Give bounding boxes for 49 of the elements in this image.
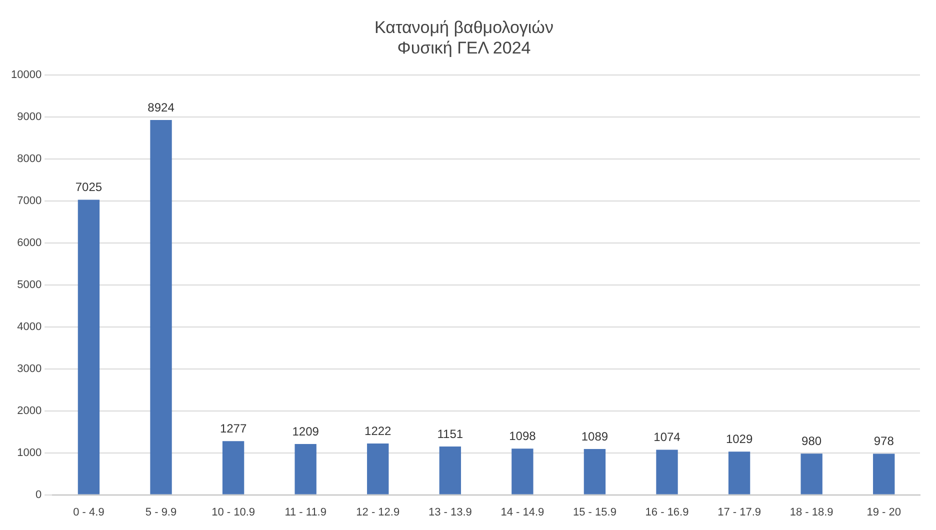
x-tick-label: 16 - 16.9 (645, 506, 689, 518)
bar (584, 449, 606, 494)
x-tick-label: 11 - 11.9 (284, 506, 326, 518)
data-label: 1074 (654, 430, 681, 444)
y-tick-label: 7000 (17, 194, 42, 207)
data-label: 7025 (75, 180, 102, 194)
bar (873, 454, 895, 494)
y-tick-label: 2000 (17, 404, 42, 417)
bar (728, 452, 750, 494)
bar (439, 446, 461, 494)
x-tick-label: 14 - 14.9 (500, 506, 544, 518)
bar (656, 450, 678, 494)
x-tick-label: 15 - 15.9 (573, 506, 616, 518)
x-tick-label: 5 - 9.9 (145, 506, 177, 518)
data-label: 1098 (509, 428, 536, 443)
bar (367, 443, 389, 494)
bar (512, 448, 534, 494)
y-tick-label: 1000 (17, 446, 42, 459)
x-tick-label: 19 - 20 (866, 506, 901, 518)
data-label: 1151 (437, 426, 464, 441)
x-tick-label: 13 - 13.9 (428, 506, 472, 518)
y-tick-label: 3000 (17, 362, 42, 375)
y-tick-label: 10000 (10, 68, 42, 81)
data-label: 8924 (148, 100, 175, 114)
y-tick-label: 5000 (17, 278, 42, 291)
data-label: 980 (802, 434, 822, 448)
chart-subtitle: Φυσική ΓΕΛ 2024 (397, 38, 531, 58)
y-tick-label: 0 (35, 488, 42, 501)
x-tick-label: 17 - 17.9 (718, 506, 761, 518)
y-tick-label: 6000 (17, 236, 42, 249)
data-label: 1277 (220, 421, 247, 436)
x-tick-label: 18 - 18.9 (790, 506, 834, 518)
bar (294, 444, 316, 494)
x-tick-label: 12 - 12.9 (356, 506, 400, 518)
chart-title: Κατανομή βαθμολογιών (374, 18, 554, 37)
bar (150, 120, 172, 494)
bar (78, 200, 100, 494)
data-label: 1222 (364, 424, 392, 438)
y-tick-label: 9000 (17, 110, 42, 123)
y-tick-label: 8000 (17, 152, 42, 165)
x-tick-label: 10 - 10.9 (212, 506, 256, 518)
y-tick-label: 4000 (17, 320, 42, 333)
bar (222, 441, 244, 494)
data-label: 978 (874, 434, 894, 448)
bar (800, 454, 822, 494)
data-label: 1029 (726, 432, 753, 446)
x-tick-label: 0 - 4.9 (73, 506, 104, 518)
data-label: 1209 (292, 424, 320, 438)
data-label: 1089 (581, 429, 608, 444)
